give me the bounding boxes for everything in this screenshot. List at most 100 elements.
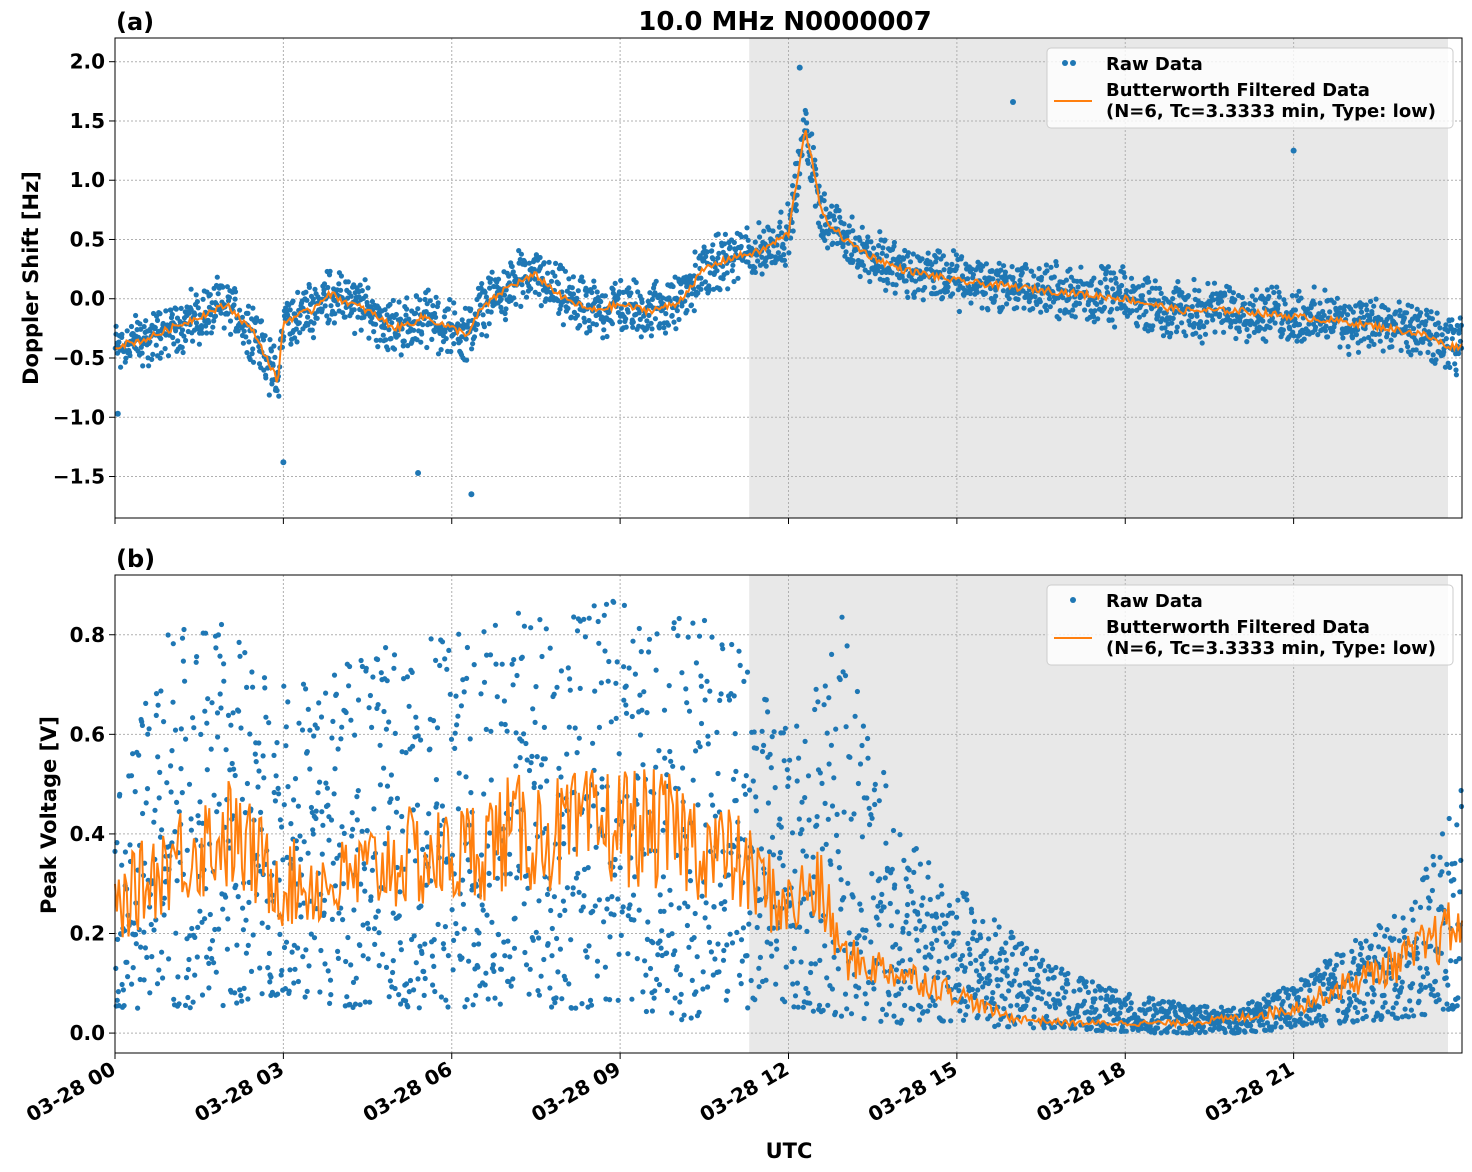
raw-point [968,960,974,967]
raw-point [397,316,404,322]
raw-point [859,834,866,840]
raw-point [783,964,789,970]
raw-point [190,999,196,1005]
raw-point [871,787,878,793]
raw-point [623,316,629,322]
raw-point [488,276,494,282]
raw-point [974,289,981,295]
raw-point [615,997,621,1003]
raw-point [902,1002,908,1009]
raw-point [232,296,238,302]
raw-point [348,717,354,723]
raw-point [1204,319,1210,325]
raw-point [911,869,917,876]
raw-point [573,1005,579,1011]
raw-point [323,780,329,786]
raw-point [677,999,683,1005]
raw-point [964,1004,971,1010]
raw-point [124,328,130,334]
raw-point [281,944,288,951]
raw-point [297,330,303,336]
raw-point [186,956,192,963]
raw-point [1168,330,1174,336]
raw-point [359,288,365,294]
raw-point [889,270,895,276]
raw-point [171,341,177,347]
raw-point [940,931,946,937]
raw-point [381,708,387,715]
raw-point [178,726,184,732]
raw-point [552,273,558,279]
raw-point [843,724,849,730]
raw-point [1197,319,1204,325]
raw-point [1202,331,1209,337]
raw-point [154,317,161,323]
raw-point [574,628,581,634]
raw-point [720,957,727,963]
raw-point [314,725,320,731]
raw-point [1275,302,1281,308]
raw-point [294,339,300,345]
raw-point [824,730,830,736]
raw-point [804,120,810,126]
raw-point [680,765,686,771]
raw-point [352,330,358,336]
raw-point [487,830,493,836]
raw-point [804,928,810,935]
raw-point [432,988,438,995]
raw-point [960,1017,967,1023]
raw-point [380,951,386,957]
raw-point [684,307,690,314]
raw-point [1126,991,1132,998]
raw-point [784,767,790,773]
raw-point [1453,367,1459,373]
raw-point [422,941,428,947]
raw-point [1078,264,1084,270]
raw-point [140,363,146,369]
raw-point [572,725,578,731]
raw-point [287,307,293,313]
raw-point [586,317,592,324]
raw-point [1002,996,1008,1002]
raw-point [868,239,874,245]
raw-point [628,290,634,296]
raw-point [389,320,395,326]
raw-point [157,355,163,361]
raw-point [234,942,240,948]
raw-point [308,804,314,811]
raw-point [842,673,849,679]
raw-point [327,1000,333,1007]
raw-point [147,990,153,996]
raw-point [1193,330,1199,336]
raw-point [555,969,561,975]
raw-point [755,258,761,264]
raw-point [1075,284,1081,290]
raw-point [1346,351,1352,357]
raw-point [479,332,485,338]
raw-point [1017,982,1023,988]
raw-point [519,282,525,288]
raw-point [245,942,251,949]
raw-point [338,273,344,279]
raw-point [325,802,331,808]
raw-point [690,777,696,783]
raw-point [995,1022,1002,1028]
raw-point [283,743,289,749]
raw-point [867,822,873,828]
raw-point [799,799,805,805]
raw-point [819,846,826,852]
raw-point [917,918,923,924]
raw-point [929,941,935,947]
raw-point [286,988,292,994]
raw-point [564,885,571,891]
raw-point [371,329,377,335]
raw-point [1108,277,1114,283]
raw-point [799,827,805,833]
raw-point [157,311,163,317]
raw-point [547,645,553,651]
raw-point [663,311,669,317]
raw-point [382,307,388,313]
raw-point [1020,994,1026,1000]
raw-point [854,688,861,695]
raw-point [164,780,170,786]
